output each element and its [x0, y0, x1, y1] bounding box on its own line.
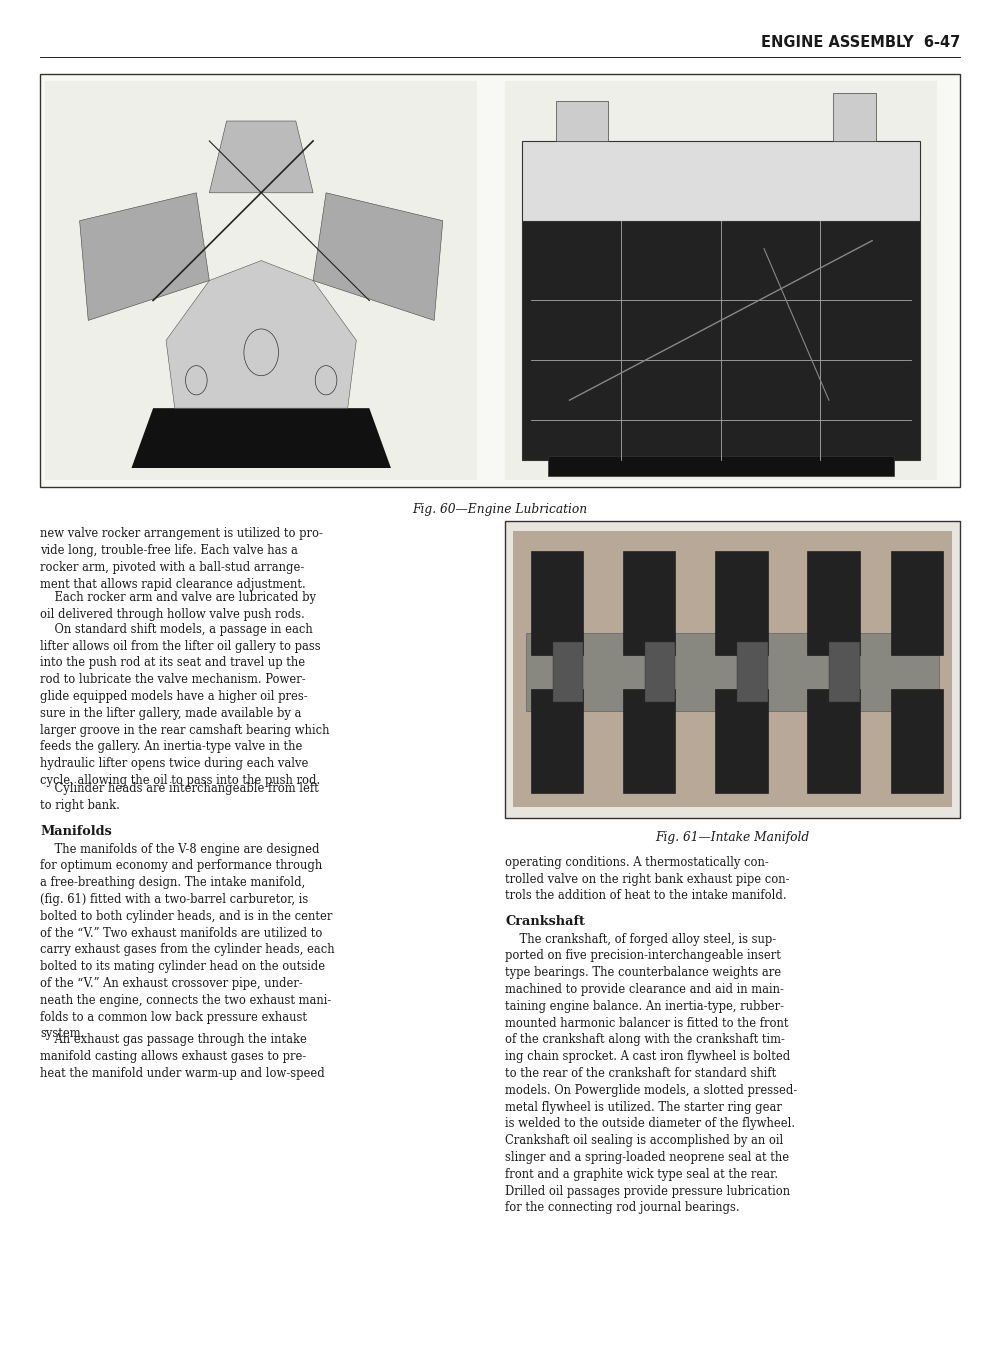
Bar: [556, 101, 608, 141]
Bar: [513, 531, 952, 807]
Bar: [40, 74, 960, 487]
Text: operating conditions. A thermostatically con-
trolled valve on the right bank ex: operating conditions. A thermostatically…: [505, 856, 790, 902]
Polygon shape: [166, 261, 356, 408]
Bar: [45, 81, 477, 480]
Text: The manifolds of the V-8 engine are designed
for optimum economy and performance: The manifolds of the V-8 engine are desi…: [40, 842, 335, 1041]
Text: Manifolds: Manifolds: [40, 825, 112, 838]
Bar: [526, 633, 939, 711]
Text: new valve rocker arrangement is utilized to pro-
vide long, trouble-free life. E: new valve rocker arrangement is utilized…: [40, 527, 323, 591]
Bar: [715, 550, 768, 656]
Bar: [553, 642, 583, 702]
Text: Fig. 61—Intake Manifold: Fig. 61—Intake Manifold: [655, 831, 810, 845]
Bar: [891, 688, 943, 794]
Text: On standard shift models, a passage in each
lifter allows oil from the lifter oi: On standard shift models, a passage in e…: [40, 623, 330, 787]
Text: Each rocker arm and valve are lubricated by
oil delivered through hollow valve p: Each rocker arm and valve are lubricated…: [40, 591, 316, 621]
Text: Crankshaft: Crankshaft: [505, 915, 585, 927]
Bar: [505, 521, 960, 818]
Polygon shape: [80, 193, 209, 320]
Bar: [623, 550, 675, 656]
Bar: [807, 550, 860, 656]
Bar: [833, 93, 876, 141]
Bar: [505, 81, 937, 480]
Text: ENGINE ASSEMBLY  6-47: ENGINE ASSEMBLY 6-47: [761, 35, 960, 50]
Polygon shape: [209, 122, 313, 193]
Text: An exhaust gas passage through the intake
manifold casting allows exhaust gases : An exhaust gas passage through the intak…: [40, 1033, 325, 1080]
Text: Cylinder heads are interchangeable from left
to right bank.: Cylinder heads are interchangeable from …: [40, 781, 319, 811]
Bar: [807, 688, 860, 794]
Bar: [715, 688, 768, 794]
Text: The crankshaft, of forged alloy steel, is sup-
ported on five precision-intercha: The crankshaft, of forged alloy steel, i…: [505, 933, 797, 1214]
Bar: [522, 141, 920, 220]
Text: Fig. 60—Engine Lubrication: Fig. 60—Engine Lubrication: [412, 503, 588, 516]
Bar: [829, 642, 860, 702]
Bar: [531, 550, 583, 656]
Polygon shape: [313, 193, 443, 320]
Polygon shape: [131, 408, 391, 468]
Bar: [891, 550, 943, 656]
Bar: [737, 642, 768, 702]
Bar: [548, 456, 894, 476]
Bar: [531, 688, 583, 794]
Bar: [623, 688, 675, 794]
Bar: [645, 642, 675, 702]
Bar: [522, 220, 920, 460]
